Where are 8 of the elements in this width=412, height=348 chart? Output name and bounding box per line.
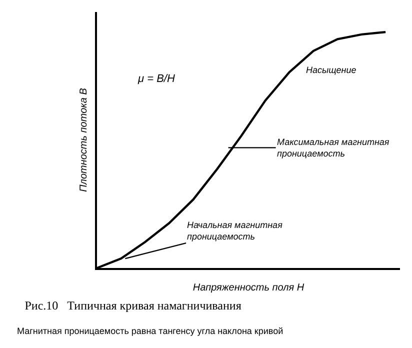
y-axis-title: Плотность потока B bbox=[78, 88, 90, 192]
annotation: Насыщение bbox=[306, 65, 356, 75]
text: Рис.10 Типичная кривая намагничивания bbox=[24, 298, 242, 312]
annotation: Начальная магнитная проницаемость bbox=[187, 220, 283, 242]
text: Магнитная проницаемость равна тангенсу угла наклона кривой bbox=[17, 326, 284, 336]
annotation: μ = B/H bbox=[137, 73, 175, 85]
x-axis-title: Напряженность поля H bbox=[192, 282, 305, 294]
annotation: Максимальная магнитная проницаемость bbox=[277, 137, 390, 159]
